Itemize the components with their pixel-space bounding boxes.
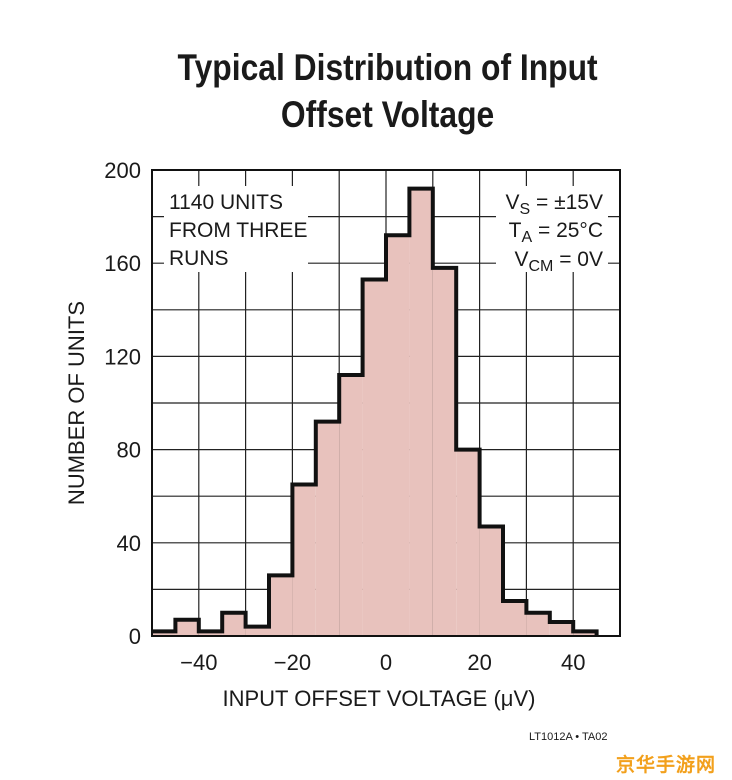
chart-title-line-1: Typical Distribution of Input bbox=[177, 47, 598, 88]
annotation-right-bg bbox=[496, 186, 608, 272]
histogram-bar bbox=[362, 279, 386, 636]
y-tick-label: 120 bbox=[104, 344, 141, 369]
annotation-left-line-1: 1140 UNITS bbox=[169, 191, 283, 214]
annotation-common-mode: VCM = 0V bbox=[514, 248, 603, 275]
histogram-bar bbox=[152, 631, 176, 636]
histogram-bar bbox=[526, 612, 550, 636]
histogram-bar bbox=[409, 188, 433, 636]
histogram-bar bbox=[175, 619, 199, 636]
y-tick-label: 0 bbox=[129, 624, 141, 649]
chart-title-line-2: Offset Voltage bbox=[280, 94, 495, 135]
histogram-bar bbox=[198, 631, 223, 636]
chart-title: Typical Distribution of Input Offset Vol… bbox=[54, 44, 721, 138]
annotation-left-bg bbox=[164, 186, 308, 272]
y-tick-label: 160 bbox=[104, 251, 141, 276]
x-tick-label: 0 bbox=[380, 650, 392, 675]
histogram-bar bbox=[386, 235, 410, 637]
histogram-outline bbox=[152, 186, 599, 636]
histogram-bar bbox=[456, 449, 480, 636]
histogram-bar bbox=[573, 631, 597, 636]
histogram-bar bbox=[549, 622, 574, 636]
y-axis-label: NUMBER OF UNITS bbox=[64, 301, 89, 505]
figure-code: LT1012A • TA02 bbox=[529, 731, 608, 743]
histogram-bar bbox=[503, 601, 527, 636]
y-tick-label: 200 bbox=[104, 158, 141, 183]
histogram-bar bbox=[269, 575, 293, 636]
histogram-bar bbox=[339, 375, 363, 636]
histogram-bar bbox=[479, 526, 503, 636]
histogram-bar bbox=[245, 626, 269, 636]
y-tick-label: 80 bbox=[117, 438, 141, 463]
x-tick-label: −20 bbox=[274, 650, 311, 675]
histogram-bar bbox=[292, 484, 316, 636]
watermark-text: 京华手游网 bbox=[616, 754, 717, 776]
histogram-bar bbox=[315, 421, 340, 636]
x-tick-label: 40 bbox=[561, 650, 585, 675]
x-axis-label: INPUT OFFSET VOLTAGE (μV) bbox=[223, 686, 536, 711]
y-tick-labels: 0 40 80 120 160 200 bbox=[104, 158, 141, 649]
x-tick-labels: −40 −20 0 20 40 bbox=[180, 650, 585, 675]
histogram-bars bbox=[152, 188, 597, 637]
x-tick-label: 20 bbox=[467, 650, 491, 675]
plot-frame bbox=[151, 169, 621, 637]
annotation-left-line-3: RUNS bbox=[169, 247, 229, 270]
histogram-bar bbox=[222, 612, 246, 636]
annotation-left-line-2: FROM THREE bbox=[169, 219, 307, 242]
y-tick-label: 40 bbox=[117, 531, 141, 556]
x-tick-label: −40 bbox=[180, 650, 217, 675]
histogram-bar bbox=[432, 267, 457, 636]
annotation-ambient-temp: TA = 25°C bbox=[509, 219, 603, 246]
